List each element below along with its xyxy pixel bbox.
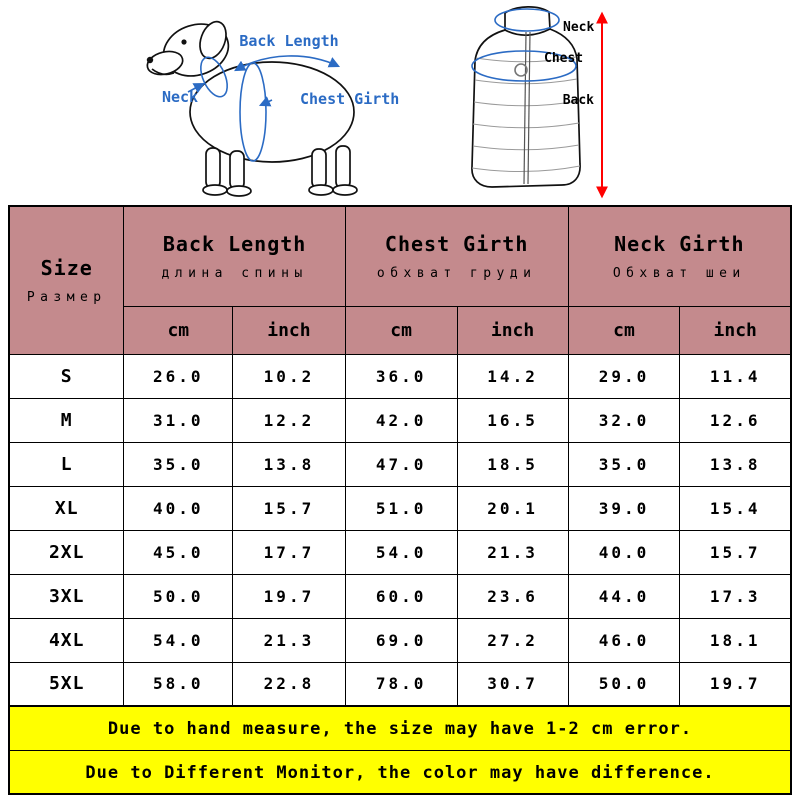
- table-row: S 26.0 10.2 36.0 14.2 29.0 11.4: [8, 353, 792, 399]
- table-row: XL 40.0 15.7 51.0 20.1 39.0 15.4: [8, 485, 792, 531]
- vest-sketch-icon: Neck Chest Back: [471, 6, 608, 199]
- table-row: 3XL 50.0 19.7 60.0 23.6 44.0 17.3: [8, 573, 792, 619]
- chest-girth-header-cell: Chest Girth обхват груди: [344, 205, 569, 307]
- measurement-value: 50.0: [567, 661, 681, 707]
- measurement-notes: Due to hand measure, the size may have 1…: [8, 707, 792, 795]
- measurement-value: 13.8: [232, 441, 346, 487]
- unit-header-cm: cm: [123, 305, 234, 355]
- size-label: 5XL: [8, 661, 125, 707]
- table-row: 4XL 54.0 21.3 69.0 27.2 46.0 18.1: [8, 617, 792, 663]
- table-row: 5XL 58.0 22.8 78.0 30.7 50.0 19.7: [8, 661, 792, 707]
- measurement-value: 20.1: [456, 485, 569, 531]
- measurement-value: 51.0: [344, 485, 458, 531]
- measurement-value: 11.4: [679, 353, 792, 399]
- measurement-value: 54.0: [123, 617, 234, 663]
- neck-girth-header-en: Neck Girth: [614, 231, 745, 256]
- size-label: 2XL: [8, 529, 125, 575]
- vest-back-label: Back: [563, 93, 594, 108]
- measurement-value: 45.0: [123, 529, 234, 575]
- chest-girth-header-ru: обхват груди: [376, 265, 537, 281]
- measurement-value: 15.7: [679, 529, 792, 575]
- measurement-value: 19.7: [679, 661, 792, 707]
- size-label: L: [8, 441, 125, 487]
- measurement-value: 14.2: [456, 353, 569, 399]
- dog-sketch-icon: Back Length Neck Chest Girth: [146, 20, 399, 197]
- measurement-diagram-svg: Back Length Neck Chest Girth: [146, 6, 608, 199]
- measurement-value: 12.2: [232, 397, 346, 443]
- measurement-value: 42.0: [344, 397, 458, 443]
- size-label: 3XL: [8, 573, 125, 619]
- measurement-value: 17.7: [232, 529, 346, 575]
- measurement-value: 32.0: [567, 397, 681, 443]
- back-length-header-cell: Back Length длина спины: [123, 205, 346, 307]
- measurement-value: 22.8: [232, 661, 346, 707]
- measurement-value: 21.3: [232, 617, 346, 663]
- measurement-value: 23.6: [456, 573, 569, 619]
- size-header-en: Size: [40, 255, 93, 280]
- neck-girth-header-cell: Neck Girth Обхват шеи: [567, 205, 792, 307]
- unit-header-inch: inch: [232, 305, 346, 355]
- table-row: M 31.0 12.2 42.0 16.5 32.0 12.6: [8, 397, 792, 443]
- measurement-value: 18.5: [456, 441, 569, 487]
- measurement-value: 15.7: [232, 485, 346, 531]
- measurement-value: 18.1: [679, 617, 792, 663]
- note-measure-error: Due to hand measure, the size may have 1…: [8, 707, 792, 751]
- measurement-value: 10.2: [232, 353, 346, 399]
- measurement-value: 13.8: [679, 441, 792, 487]
- measurement-value: 15.4: [679, 485, 792, 531]
- measurement-value: 17.3: [679, 573, 792, 619]
- measurement-value: 40.0: [123, 485, 234, 531]
- measurement-value: 29.0: [567, 353, 681, 399]
- vest-chest-label: Chest: [544, 51, 583, 66]
- measurement-value: 27.2: [456, 617, 569, 663]
- unit-header-inch: inch: [679, 305, 792, 355]
- measurement-value: 54.0: [344, 529, 458, 575]
- measurement-value: 78.0: [344, 661, 458, 707]
- measurement-value: 30.7: [456, 661, 569, 707]
- dog-back-length-label: Back Length: [239, 32, 338, 50]
- measurement-value: 69.0: [344, 617, 458, 663]
- table-row: L 35.0 13.8 47.0 18.5 35.0 13.8: [8, 441, 792, 487]
- size-label: 4XL: [8, 617, 125, 663]
- measurement-value: 26.0: [123, 353, 234, 399]
- measurement-value: 40.0: [567, 529, 681, 575]
- size-header-cell: Size Размер: [8, 205, 125, 355]
- measurement-value: 31.0: [123, 397, 234, 443]
- measurement-value: 58.0: [123, 661, 234, 707]
- measurement-value: 50.0: [123, 573, 234, 619]
- size-label: S: [8, 353, 125, 399]
- measurement-value: 16.5: [456, 397, 569, 443]
- back-length-header-en: Back Length: [162, 231, 307, 256]
- size-label: XL: [8, 485, 125, 531]
- measurement-value: 60.0: [344, 573, 458, 619]
- measurement-value: 39.0: [567, 485, 681, 531]
- neck-girth-header-ru: Обхват шеи: [612, 265, 746, 281]
- measurement-value: 19.7: [232, 573, 346, 619]
- dog-chest-girth-label: Chest Girth: [300, 90, 399, 108]
- size-chart-table: Size Размер Back Length длина спины Ches…: [8, 205, 792, 707]
- measurement-value: 35.0: [567, 441, 681, 487]
- measurement-value: 21.3: [456, 529, 569, 575]
- table-row: 2XL 45.0 17.7 54.0 21.3 40.0 15.7: [8, 529, 792, 575]
- measurement-value: 46.0: [567, 617, 681, 663]
- chest-girth-header-en: Chest Girth: [384, 231, 529, 256]
- unit-header-cm: cm: [344, 305, 458, 355]
- measurement-value: 47.0: [344, 441, 458, 487]
- measurement-value: 35.0: [123, 441, 234, 487]
- measurement-value: 36.0: [344, 353, 458, 399]
- unit-header-cm: cm: [567, 305, 681, 355]
- unit-header-inch: inch: [456, 305, 569, 355]
- note-color-difference: Due to Different Monitor, the color may …: [8, 751, 792, 795]
- size-header-ru: Размер: [26, 289, 107, 305]
- measurement-illustrations: Back Length Neck Chest Girth: [0, 0, 800, 205]
- dog-neck-label: Neck: [162, 88, 198, 106]
- back-length-header-ru: длина спины: [161, 265, 308, 281]
- measurement-value: 12.6: [679, 397, 792, 443]
- vest-neck-label: Neck: [563, 20, 594, 35]
- measurement-value: 44.0: [567, 573, 681, 619]
- size-label: M: [8, 397, 125, 443]
